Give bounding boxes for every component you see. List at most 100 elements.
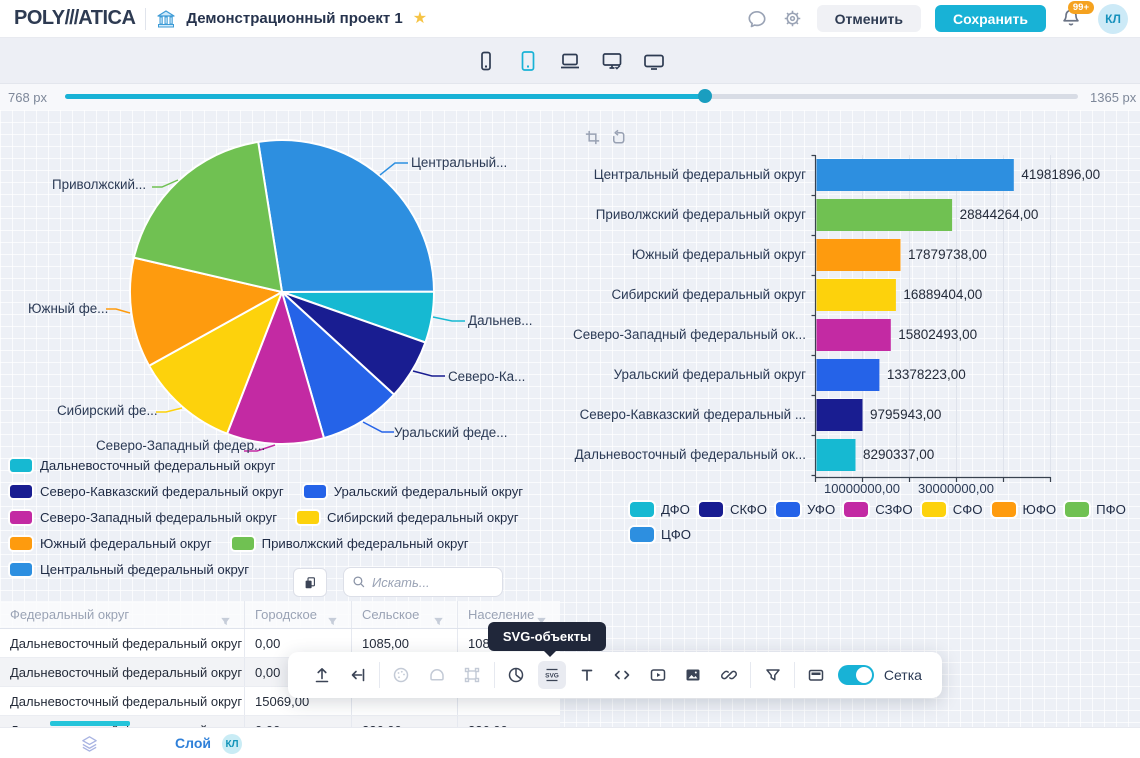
table-search [343, 567, 503, 597]
pie-legend-item-ПФО[interactable]: Приволжский федеральный округ [231, 536, 469, 551]
pie-slice-СЗФО[interactable] [226, 291, 325, 445]
column-header-2[interactable]: Городское [245, 601, 352, 628]
pie-legend-item-УФО[interactable]: Уральский федеральный округ [303, 484, 524, 499]
svg-objects-icon[interactable]: SVG [537, 661, 566, 689]
slider-max-label: 1365 px [1090, 90, 1137, 105]
favorite-star-icon[interactable]: ★ [412, 9, 428, 27]
bar-legend-item-СЗФО[interactable]: СЗФО [844, 502, 913, 517]
legend-swatch [630, 502, 654, 517]
pie-label-СФО: Сибирский фе... [57, 403, 158, 418]
widescreen-icon[interactable] [639, 47, 669, 75]
bar-legend-item-СФО[interactable]: СФО [921, 502, 983, 517]
column-header-label: Сельское [362, 607, 420, 622]
legend-swatch [10, 537, 32, 550]
bar-legend-item-ПФО[interactable]: ПФО [1065, 502, 1126, 517]
footer-bar: Слой КЛ [0, 727, 1140, 758]
pie-slice-УФО[interactable] [281, 291, 396, 440]
legend-swatch [231, 537, 254, 550]
device-size-toolbar [0, 38, 1140, 84]
table-row[interactable]: Дальневосточный федеральный округ 15069,0… [0, 687, 560, 716]
bar-legend-item-ЦФО[interactable]: ЦФО [630, 527, 691, 542]
bar-ЦФО[interactable] [816, 159, 1014, 191]
legend-label: Уральский федеральный округ [333, 484, 524, 499]
notifications-bell-icon[interactable]: 99+ [1060, 0, 1094, 31]
user-avatar[interactable]: КЛ [1098, 3, 1128, 34]
link-icon[interactable] [715, 661, 743, 689]
search-icon [352, 575, 366, 589]
legend-label: Дальневосточный федеральный округ [40, 458, 276, 473]
desktop-check-icon[interactable] [597, 47, 627, 75]
bar-СЗФО[interactable] [816, 319, 891, 351]
text-icon[interactable] [573, 661, 601, 689]
table-cell: 226,00 [458, 716, 560, 728]
crop-icon[interactable] [583, 128, 602, 152]
column-header-label: Население [468, 607, 535, 622]
pie-legend-item-СФО[interactable]: Сибирский федеральный округ [297, 510, 519, 525]
bar-legend-item-ЮФО[interactable]: ЮФО [991, 502, 1056, 517]
bar-ПФО[interactable] [816, 199, 953, 231]
bar-УФО[interactable] [816, 359, 880, 391]
pie-legend-item-СКФО[interactable]: Северо-Кавказский федеральный округ [10, 484, 284, 499]
layer-link[interactable]: Слой [175, 735, 211, 751]
undo-icon[interactable] [609, 128, 628, 152]
column-header-1[interactable]: Федеральный округ [0, 601, 245, 628]
pie-slice-ЮФО[interactable] [129, 256, 283, 367]
cancel-button[interactable]: Отменить [816, 5, 922, 32]
bar-ДФО[interactable] [816, 439, 856, 471]
column-header-4[interactable]: Население [458, 601, 560, 628]
bar-legend-item-ДФО[interactable]: ДФО [630, 502, 690, 517]
pie-legend-item-ЦФО[interactable]: Центральный федеральный округ [10, 562, 249, 577]
legend-swatch [775, 502, 800, 517]
legend-swatch [921, 502, 946, 517]
legend-label: Северо-Западный федеральный округ [40, 510, 278, 525]
copy-icon[interactable] [293, 568, 327, 597]
bar-axes [811, 154, 1052, 482]
pie-slice-ПФО[interactable] [132, 140, 283, 293]
table-horizontal-scrollbar[interactable] [50, 721, 130, 726]
pie-legend-item-ЮФО[interactable]: Южный федеральный округ [10, 536, 212, 551]
pie-label-ДФО: Дальнев... [468, 313, 533, 328]
bar-legend-item-УФО[interactable]: УФО [775, 502, 835, 517]
polymatica-logo: POLY///ATICA [14, 7, 136, 29]
bar-СКФО[interactable] [816, 399, 863, 431]
bar-СФО[interactable] [816, 279, 896, 311]
video-icon[interactable] [644, 661, 672, 689]
pie-legend-item-ДФО[interactable]: Дальневосточный федеральный округ [10, 458, 275, 473]
layers-icon[interactable] [80, 734, 99, 758]
pie-slice-ЦФО[interactable] [257, 139, 435, 293]
filter-icon[interactable] [759, 661, 787, 689]
tooltip-arrow [543, 650, 557, 657]
legend-swatch [844, 502, 869, 517]
slider-thumb[interactable] [698, 89, 713, 103]
column-header-3[interactable]: Сельское [352, 601, 458, 628]
toolbar-divider [750, 662, 752, 688]
pie-leader-УФО [362, 421, 394, 433]
bar-legend-item-СКФО[interactable]: СКФО [698, 502, 767, 517]
image-icon[interactable] [679, 661, 707, 689]
upload-icon[interactable] [308, 661, 336, 689]
pie-label-СЗФО: Северо-Западный федер... [96, 438, 266, 453]
column-header-label: Городское [255, 607, 317, 622]
pie-label-ЮФО: Южный фе... [28, 301, 109, 316]
legend-label: Приволжский федеральный округ [261, 536, 469, 551]
pie-chart-icon[interactable] [502, 661, 530, 689]
laptop-icon[interactable] [555, 47, 585, 75]
pie-slice-СФО[interactable] [148, 291, 283, 435]
gear-icon[interactable] [782, 8, 803, 29]
tablet-icon[interactable] [513, 47, 543, 75]
pie-legend-item-СЗФО[interactable]: Северо-Западный федеральный округ [10, 510, 277, 525]
phone-icon[interactable] [471, 47, 501, 75]
bar-category-label: Центральный федеральный округ [593, 167, 806, 182]
pie-leader-ЮФО [106, 308, 131, 314]
grid-toggle[interactable] [837, 665, 874, 685]
bar-ЮФО[interactable] [816, 239, 901, 271]
table-header-row: Федеральный округ Городское Сельское Населе… [0, 601, 560, 629]
code-icon[interactable] [608, 661, 636, 689]
chat-icon[interactable] [746, 8, 768, 30]
width-slider[interactable] [65, 89, 1078, 103]
window-icon[interactable] [802, 661, 830, 689]
grid-toggle-group: Сетка [837, 665, 922, 685]
save-button[interactable]: Сохранить [935, 5, 1046, 32]
insert-left-icon[interactable] [343, 661, 371, 689]
search-input[interactable] [372, 574, 482, 590]
